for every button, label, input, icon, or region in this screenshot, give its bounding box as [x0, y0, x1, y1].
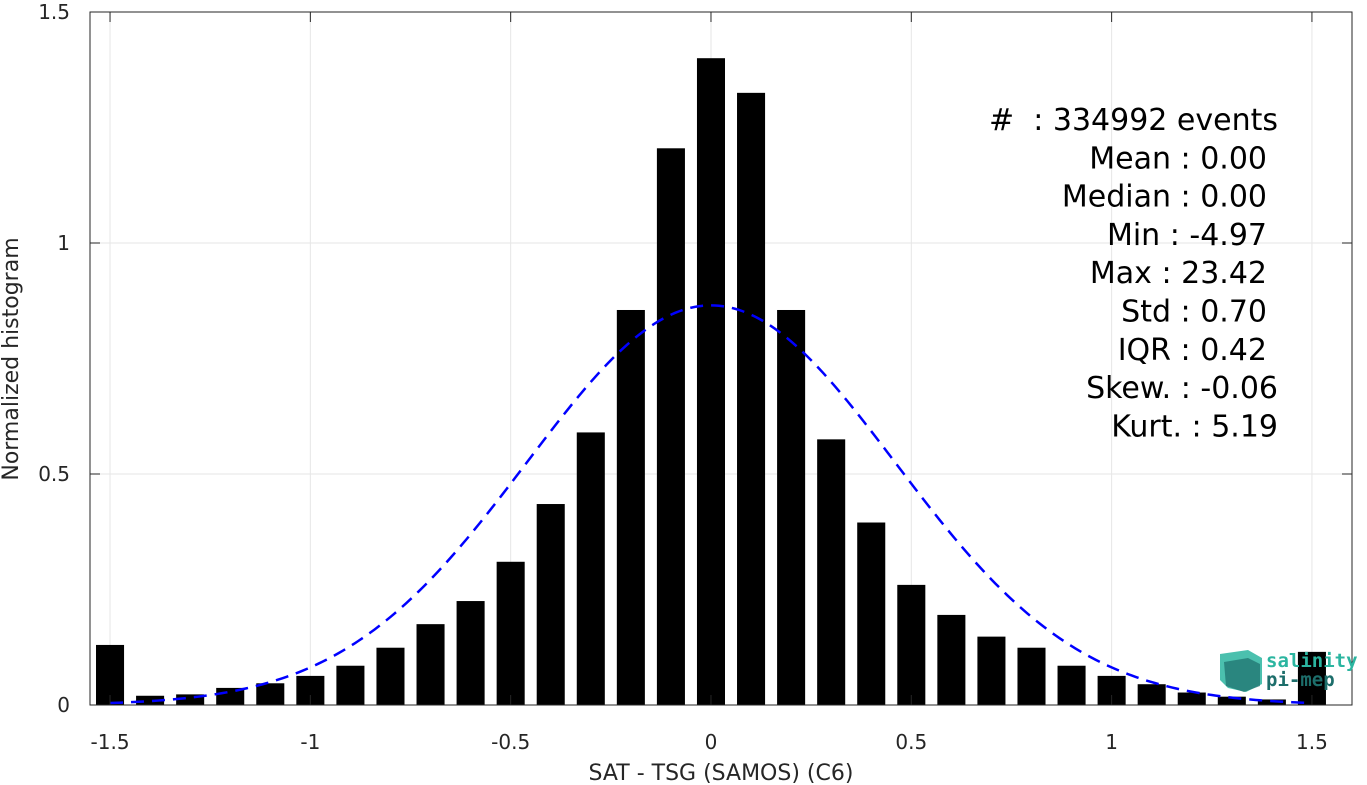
histogram-bar: [857, 522, 886, 705]
histogram-bar: [96, 644, 125, 705]
logo-text-salinity: salinity: [1266, 650, 1358, 672]
histogram-bar: [496, 561, 525, 705]
x-tick-label: 1: [1105, 730, 1118, 754]
axis-ticks: [90, 11, 1352, 706]
histogram-bar: [777, 309, 806, 705]
x-tick-label: -1: [300, 730, 320, 754]
histogram-bar: [696, 58, 726, 705]
histogram-bar: [136, 695, 165, 705]
x-tick-label: 0.5: [895, 730, 927, 754]
stats-line: Mean : 0.00: [1089, 141, 1267, 176]
y-tick-label: 1: [57, 231, 70, 255]
histogram-bar: [336, 665, 365, 705]
x-tick-label: 1.5: [1296, 730, 1328, 754]
histogram-bar: [376, 647, 405, 705]
histogram-bar: [817, 439, 846, 705]
logo-shadow-icon: [1224, 658, 1260, 692]
histogram-bars: [96, 58, 1326, 706]
y-tick-labels: 0 0.5 1 1.5: [38, 0, 70, 717]
stats-line: Min : -4.97: [1107, 218, 1267, 253]
histogram-bar: [536, 504, 565, 705]
stats-line: # : 334992 events: [989, 103, 1278, 138]
histogram-bar: [616, 309, 645, 705]
gaussian-fit-curve: [109, 304, 1312, 705]
y-tick-label: 0: [57, 693, 70, 717]
histogram-bar: [1017, 647, 1046, 705]
histogram-bar: [576, 432, 605, 705]
histogram-bar: [937, 614, 966, 705]
histogram-bar: [737, 92, 766, 706]
salinity-pi-mep-logo: salinity pi-mep: [1220, 650, 1358, 692]
histogram-bar: [256, 683, 285, 705]
x-axis-label: SAT - TSG (SAMOS) (C6): [589, 761, 854, 785]
histogram-bar: [1137, 684, 1166, 705]
stats-line: Skew. : -0.06: [1086, 371, 1278, 406]
x-tick-label: 0: [705, 730, 718, 754]
histogram-bar: [416, 624, 445, 705]
histogram-bar: [1177, 692, 1206, 705]
y-axis-label: Normalized histogram: [0, 237, 24, 480]
x-tick-label: -0.5: [491, 730, 530, 754]
histogram-bar: [1057, 665, 1086, 705]
stats-line: Max : 23.42: [1090, 256, 1267, 291]
y-tick-label: 0.5: [38, 462, 70, 486]
stats-line: Std : 0.70: [1121, 295, 1267, 330]
stats-line: Median : 0.00: [1062, 180, 1267, 215]
histogram-bar: [977, 636, 1006, 705]
x-tick-labels: -1.5 -1 -0.5 0 0.5 1 1.5: [91, 730, 1328, 754]
stats-line: IQR : 0.42: [1118, 333, 1267, 368]
logo-text-pi-mep: pi-mep: [1266, 669, 1335, 691]
histogram-bar: [1217, 696, 1246, 705]
histogram-bar: [656, 148, 685, 706]
histogram-bar: [176, 694, 205, 705]
histogram-bar: [456, 601, 485, 705]
x-tick-label: -1.5: [91, 730, 130, 754]
stats-line: Kurt. : 5.19: [1111, 409, 1278, 444]
y-tick-label: 1.5: [38, 0, 70, 24]
plot-frame: [89, 11, 1353, 706]
histogram-bar: [897, 584, 926, 705]
